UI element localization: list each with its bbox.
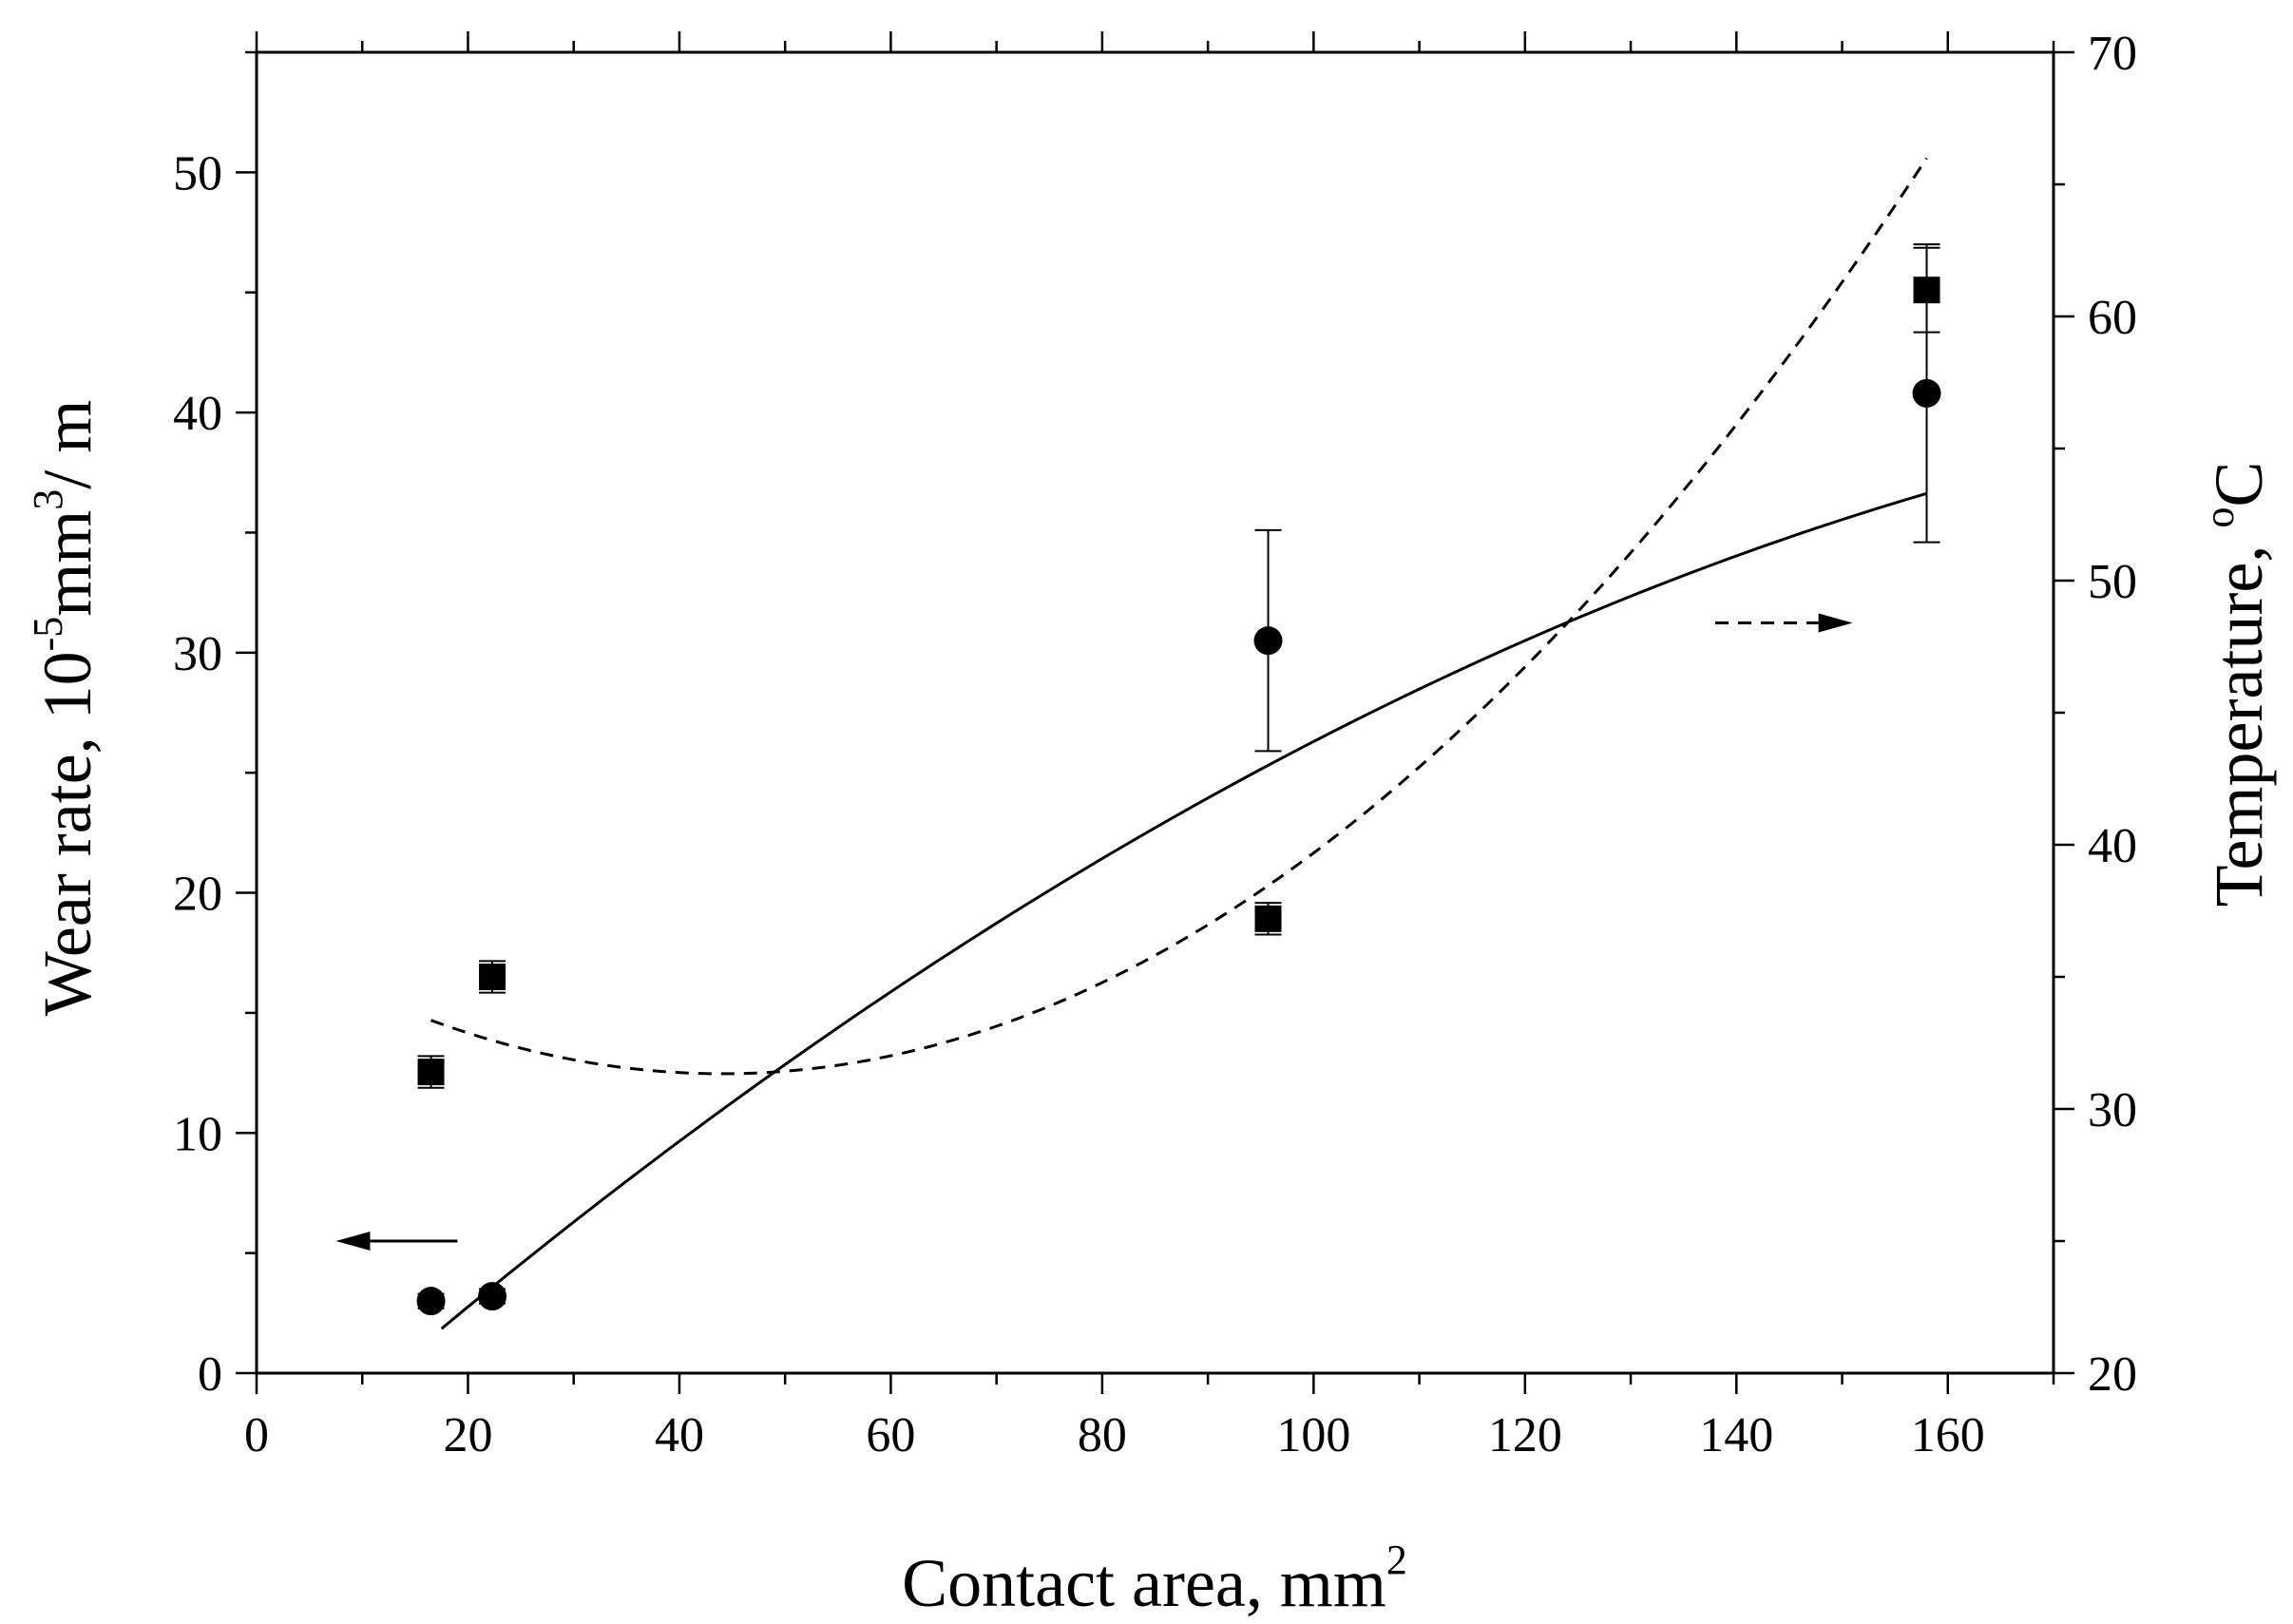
x-tick-label: 80 [1078, 1408, 1127, 1462]
y2-tick-label: 40 [2088, 819, 2137, 873]
ticks [236, 31, 2074, 1394]
temperature-point [1913, 277, 1940, 304]
y-tick-label: 50 [173, 146, 222, 201]
y-tick-labels: 0 10 20 30 40 50 [173, 146, 222, 1402]
right-axis-arrow-head [1818, 613, 1853, 633]
wear-rate-point [1912, 378, 1941, 408]
temperature-point [1254, 905, 1282, 932]
x-tick-label: 40 [655, 1408, 704, 1462]
temperature-point [479, 964, 506, 990]
left-axis-arrow-head [335, 1232, 371, 1251]
y2-axis-title: Temperature, oC [2196, 462, 2277, 908]
x-tick-label: 100 [1276, 1408, 1350, 1462]
error-bars [417, 243, 1940, 1309]
x-axis-title-superscript: 2 [1386, 1537, 1407, 1583]
wear-rate-point [1253, 626, 1283, 656]
y-tick-label: 10 [173, 1107, 222, 1161]
y-tick-label: 20 [173, 868, 222, 922]
x-tick-label: 140 [1699, 1408, 1773, 1462]
fit-curves [430, 157, 1928, 1330]
y-tick-label: 0 [198, 1347, 222, 1402]
y2-tick-labels: 20 30 40 50 60 70 [2088, 27, 2137, 1402]
y2-tick-label: 60 [2088, 291, 2137, 345]
x-tick-label: 0 [244, 1408, 269, 1462]
x-tick-label: 160 [1911, 1408, 1985, 1462]
x-tick-labels: 0 20 40 60 80 100 120 140 160 [244, 1408, 1985, 1462]
y2-tick-label: 30 [2088, 1083, 2137, 1137]
y2-tick-label: 20 [2088, 1347, 2137, 1402]
y-tick-label: 30 [173, 627, 222, 681]
wear-rate-point [478, 1282, 507, 1311]
data-markers [416, 277, 1941, 1316]
temperature-point [417, 1059, 445, 1086]
x-axis-title: Contact area, mm2 [902, 1537, 1407, 1621]
y-tick-label: 40 [173, 387, 222, 441]
x-tick-label: 20 [443, 1408, 492, 1462]
axis-indicator-arrows [335, 613, 1853, 1251]
temperature-fit-curve [430, 157, 1928, 1076]
x-tick-label: 60 [866, 1408, 915, 1462]
x-tick-label: 120 [1488, 1408, 1562, 1462]
y2-tick-label: 50 [2088, 555, 2137, 609]
wear-rate-point [416, 1287, 446, 1316]
wear-rate-fit-curve [440, 491, 1927, 1330]
plot-frame [255, 50, 2055, 1375]
y2-tick-label: 70 [2088, 27, 2137, 81]
y-axis-title: Wear rate, 10-5mm3/ m [25, 400, 105, 1017]
